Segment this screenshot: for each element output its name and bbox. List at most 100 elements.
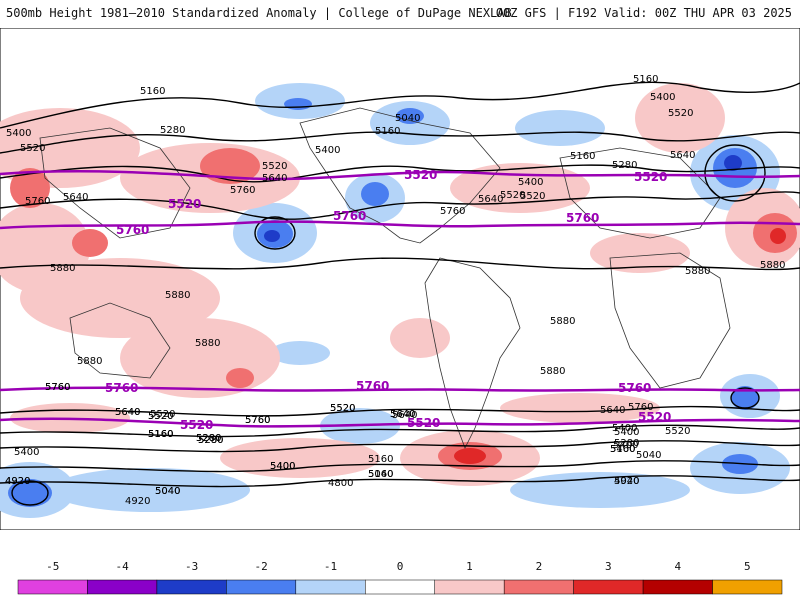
colorbar-swatch [434,579,505,595]
contour-label: 5640 [670,150,695,161]
colorbar-tick-label: 0 [396,560,404,573]
contour-label: 4920 [125,496,150,507]
contour-label: 5400 [270,461,295,472]
anomaly-map: 5160 5400 5520 5280 5160 5040 5160 5400 … [0,28,800,530]
contour-label: 5880 [550,316,575,327]
contour-label: 5640 [115,407,140,418]
contour-label: 5040 [614,476,639,487]
colorbar-swatch [226,579,297,595]
contour-label: 5280 [198,435,223,446]
colorbar-tick-label: 2 [535,560,543,573]
contour-label: 4920 [5,476,30,487]
contour-label: 5760 [440,206,465,217]
colorbar-swatch [365,579,435,595]
highlight-label: 5520 [404,168,437,182]
contour-label: 5520 [150,409,175,420]
highlight-labels: 5520 5520 5760 5760 5760 5520 5760 5760 … [105,168,671,432]
contour-label: 5640 [63,192,88,203]
contour-label: 5640 [392,410,417,421]
contour-label: 5040 [636,450,661,461]
contour-label: 5040 [395,113,420,124]
contour-label: 5040 [155,486,180,497]
contour-label: 5760 [45,382,70,393]
highlight-label: 5520 [168,197,201,211]
header: 500mb Height 1981–2010 Standardized Anom… [0,0,800,28]
contour-label: 5160 [148,429,173,440]
contour-label: 5520 [330,403,355,414]
highlight-label: 5760 [356,379,389,393]
contour-label: 5760 [628,402,653,413]
highlight-label: 5760 [105,381,138,395]
contour-label: 5400 [315,145,340,156]
contour-label: 5160 [610,444,635,455]
contour-label: 5520 [520,191,545,202]
contour-label: 5520 [665,426,690,437]
contour-label: 5520 [262,161,287,172]
contour-label: 5640 [390,409,415,420]
colorbar-swatch [573,579,644,595]
contour-label: 5400 [613,440,638,451]
contour-label: 5760 [245,415,270,426]
colorbar-tick-label: 3 [605,560,612,573]
height-contours [0,81,800,506]
contour-label: 5640 [478,194,503,205]
contour-label: 5880 [50,263,75,274]
contour-label: 5400 [270,461,295,472]
contour-label: 5400 [518,177,543,188]
contour-label: 5280 [198,435,223,446]
highlight-contours [0,170,800,428]
contour-label: 5160 [570,151,595,162]
contour-label: 5040 [155,486,180,497]
colorbar-tick-label: -4 [115,560,129,573]
contour-label: 5880 [685,266,710,277]
contour-label: 5400 [614,427,639,438]
contour-label: 5040 [368,469,393,480]
contour-label: 5880 [760,260,785,271]
contour-label: 5640 [390,409,415,420]
contour-label: 4920 [614,476,639,487]
contour-label: 5640 [600,405,625,416]
contour-label: 5160 [368,454,393,465]
highlight-label: 5520 [407,416,440,430]
contour-label: 5400 [6,128,31,139]
colorbar-swatch [712,579,783,595]
contour-label: 5280 [612,160,637,171]
contour-label: 5160 [368,469,393,480]
model-run-info: 00Z GFS | F192 Valid: 00Z THU APR 03 202… [495,6,792,20]
highlight-label: 5520 [634,170,667,184]
contour-label: 5400 [650,92,675,103]
contour-label: 5760 [25,196,50,207]
contour-label: 5520 [20,143,45,154]
very-strong-positive-anomaly [454,228,786,464]
contour-label: 5280 [614,438,639,449]
colorbar-tick-label: -2 [254,560,268,573]
contour-label: 4800 [328,478,353,489]
colorbar-swatches [17,579,783,595]
contour-label: 5880 [540,366,565,377]
colorbar-svg [17,579,783,595]
very-strong-negative-anomaly [264,155,742,242]
contour-label: 5160 [148,429,173,440]
colorbar-swatch [503,579,574,595]
colorbar: -5 -4 -3 -2 -1 0 1 2 3 4 5 [0,560,800,600]
contour-label: 5880 [195,338,220,349]
contour-label: 5400 [14,447,39,458]
contour-label: 5760 [245,415,270,426]
contour-label: 5280 [196,433,221,444]
highlight-label: 5520 [180,418,213,432]
highlight-label: 5760 [116,223,149,237]
contour-label: 5280 [160,125,185,136]
colorbar-tick-label: -5 [46,560,60,573]
contour-label: 5400 [610,444,635,455]
contour-label: 5520 [500,190,525,201]
contour-label: 5880 [165,290,190,301]
map-title: 500mb Height 1981–2010 Standardized Anom… [6,6,512,20]
contour-label: 5640 [262,173,287,184]
contour-label: 5160 [633,74,658,85]
colorbar-tick-label: -1 [323,560,338,573]
contour-label: 5880 [77,356,102,367]
contour-label: 5520 [148,411,173,422]
colorbar-swatch [295,579,366,595]
highlight-label: 5520 [638,410,671,424]
contour-label: 4920 [5,476,30,487]
